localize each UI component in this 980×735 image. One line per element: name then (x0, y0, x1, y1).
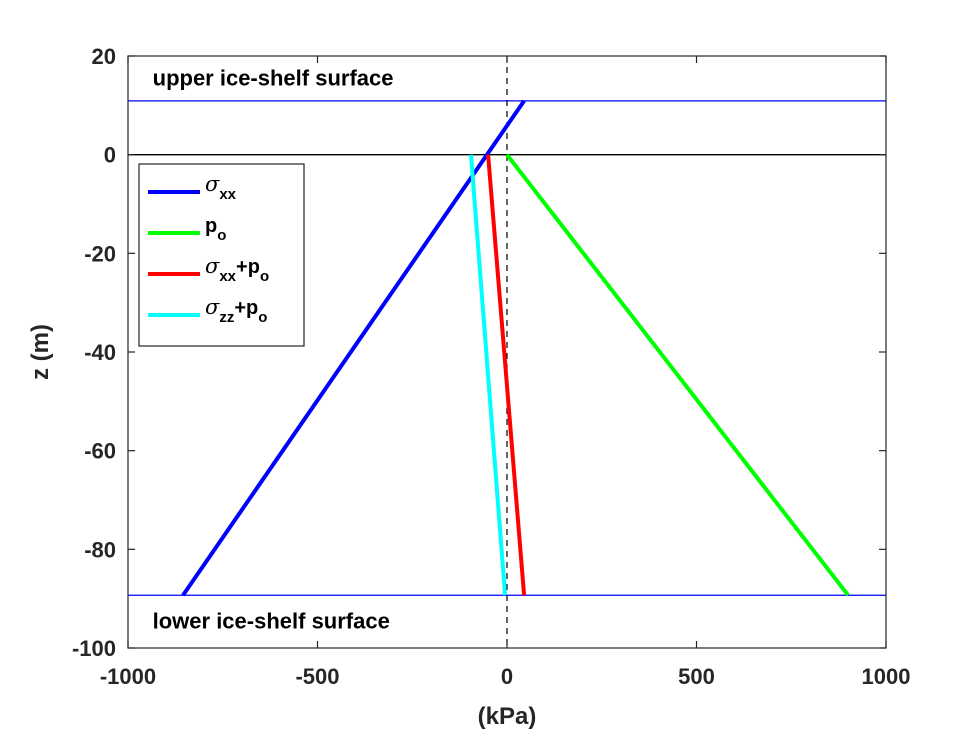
series-line-3 (469, 154, 508, 596)
y-axis-label: z (m) (27, 324, 54, 380)
legend-entry: σxx+po (205, 254, 269, 285)
x-tick-label: -500 (295, 664, 339, 689)
x-tick-label: 1000 (862, 664, 911, 689)
x-tick-label: -1000 (100, 664, 156, 689)
y-tick-label: -80 (84, 537, 116, 562)
series-line-1 (505, 153, 850, 597)
upper-surface-label: upper ice-shelf surface (153, 66, 394, 91)
x-axis-label: (kPa) (478, 703, 537, 730)
y-tick-label: -20 (84, 241, 116, 266)
series-line-0 (181, 99, 526, 597)
x-tick-label: 500 (678, 664, 715, 689)
legend-entry: σxx (205, 172, 237, 203)
lower-surface-label: lower ice-shelf surface (153, 608, 390, 633)
series-line-2 (486, 154, 527, 596)
y-tick-label: -60 (84, 439, 116, 464)
y-tick-label: 20 (92, 44, 116, 69)
y-tick-label: -40 (84, 340, 116, 365)
x-tick-label: 0 (501, 664, 513, 689)
y-tick-label: -100 (72, 636, 116, 661)
legend-entry: po (205, 215, 226, 244)
legend-entry: σzz+po (205, 295, 267, 326)
y-tick-label: 0 (104, 143, 116, 168)
